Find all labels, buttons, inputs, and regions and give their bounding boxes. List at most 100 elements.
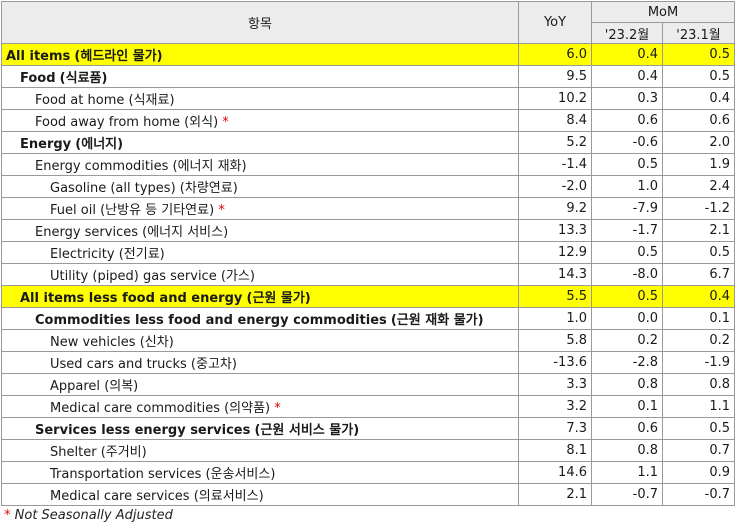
mom-jan-value: 2.1 <box>661 219 735 242</box>
item-cell: Medical care commodities (의약품) * <box>1 395 519 418</box>
yoy-value: -13.6 <box>518 351 592 374</box>
table-row: Medical care services (의료서비스) 2.1 -0.7 -0.7 <box>1 483 735 506</box>
mom-jan-value: 1.1 <box>661 395 735 418</box>
yoy-value: 9.5 <box>518 65 592 88</box>
item-label-kr: (에너지 서비스) <box>142 225 229 240</box>
table-row: Electricity (전기료) 12.9 0.5 0.5 <box>1 241 735 264</box>
item-label: Food <box>20 71 56 86</box>
item-label: Fuel oil <box>50 203 96 218</box>
mom-feb-value: 1.0 <box>591 175 663 198</box>
footnote: * Not Seasonally Adjusted <box>4 508 173 523</box>
table-row: Food away from home (외식) * 8.4 0.6 0.6 <box>1 109 735 132</box>
header-item: 항목 <box>1 1 519 44</box>
table-row: Used cars and trucks (중고차) -13.6 -2.8 -1.9 <box>1 351 735 374</box>
item-label-kr: (에너지 재화) <box>172 159 247 174</box>
item-label-kr: (식재료) <box>128 93 175 108</box>
header-mom-feb: '23.2월 <box>591 22 663 44</box>
yoy-value: 14.3 <box>518 263 592 286</box>
item-label-kr: (근원 재화 물가) <box>390 313 484 328</box>
table-row: Energy (에너지) 5.2 -0.6 2.0 <box>1 131 735 154</box>
item-label-kr: (주거비) <box>100 445 147 460</box>
yoy-value: 7.3 <box>518 417 592 440</box>
mom-jan-value: 0.1 <box>661 307 735 330</box>
header-mom: MoM <box>590 1 735 23</box>
header-mom-jan: '23.1월 <box>661 22 735 44</box>
item-cell: Utility (piped) gas service (가스) <box>1 263 519 286</box>
mom-jan-value: 0.5 <box>661 241 735 264</box>
item-label-kr: (근원 물가) <box>246 291 311 306</box>
item-cell: Energy services (에너지 서비스) <box>1 219 519 242</box>
mom-jan-value: 0.4 <box>661 285 735 308</box>
mom-jan-value: 0.5 <box>661 43 735 66</box>
table-row: Fuel oil (난방유 등 기타연료) * 9.2 -7.9 -1.2 <box>1 197 735 220</box>
item-label-kr: (중고차) <box>190 357 237 372</box>
yoy-value: 3.2 <box>518 395 592 418</box>
item-label-kr: (에너지) <box>75 137 124 152</box>
item-label-kr: (신차) <box>139 335 174 350</box>
mom-jan-value: 6.7 <box>661 263 735 286</box>
yoy-value: 12.9 <box>518 241 592 264</box>
item-cell: Gasoline (all types) (차량연료) <box>1 175 519 198</box>
footnote-star: * <box>4 508 11 523</box>
yoy-value: 14.6 <box>518 461 592 484</box>
item-label-kr: (근원 서비스 물가) <box>254 423 360 438</box>
item-label-kr: (헤드라인 물가) <box>74 49 163 64</box>
mom-feb-value: -7.9 <box>591 197 663 220</box>
item-cell: All items (헤드라인 물가) <box>1 43 519 66</box>
table-row: Gasoline (all types) (차량연료) -2.0 1.0 2.4 <box>1 175 735 198</box>
item-label-kr: (의료서비스) <box>193 489 264 504</box>
item-label-kr: (외식) <box>184 115 219 130</box>
mom-jan-value: 0.5 <box>661 417 735 440</box>
yoy-value: 2.1 <box>518 483 592 506</box>
mom-feb-value: -2.8 <box>591 351 663 374</box>
yoy-value: 13.3 <box>518 219 592 242</box>
item-cell: Energy commodities (에너지 재화) <box>1 153 519 176</box>
mom-feb-value: 0.5 <box>591 153 663 176</box>
mom-feb-value: 0.6 <box>591 109 663 132</box>
yoy-value: 5.5 <box>518 285 592 308</box>
mom-jan-value: 0.4 <box>661 87 735 110</box>
mom-feb-value: 0.8 <box>591 373 663 396</box>
item-cell: Commodities less food and energy commodi… <box>1 307 519 330</box>
item-cell: Food at home (식재료) <box>1 87 519 110</box>
item-cell: Shelter (주거비) <box>1 439 519 462</box>
mom-feb-value: 1.1 <box>591 461 663 484</box>
mom-jan-value: 0.6 <box>661 109 735 132</box>
item-cell: Food away from home (외식) * <box>1 109 519 132</box>
mom-feb-value: 0.4 <box>591 43 663 66</box>
table-row: Services less energy services (근원 서비스 물가… <box>1 417 735 440</box>
yoy-value: -2.0 <box>518 175 592 198</box>
item-cell: Apparel (의복) <box>1 373 519 396</box>
table-row: New vehicles (신차) 5.8 0.2 0.2 <box>1 329 735 352</box>
item-label: Apparel <box>50 379 101 394</box>
item-label: All items <box>6 49 71 64</box>
item-label-kr: (의약품) <box>224 401 271 416</box>
yoy-value: 1.0 <box>518 307 592 330</box>
mom-feb-value: 0.4 <box>591 65 663 88</box>
mom-feb-value: 0.3 <box>591 87 663 110</box>
cpi-table: 항목 YoY MoM '23.2월 '23.1월 All items (헤드라인… <box>1 1 735 506</box>
item-cell: Medical care services (의료서비스) <box>1 483 519 506</box>
mom-feb-value: 0.6 <box>591 417 663 440</box>
item-label: Medical care services <box>50 489 190 504</box>
mom-feb-value: -0.6 <box>591 131 663 154</box>
mom-feb-value: 0.2 <box>591 329 663 352</box>
yoy-value: -1.4 <box>518 153 592 176</box>
mom-jan-value: 0.5 <box>661 65 735 88</box>
item-cell: Transportation services (운송서비스) <box>1 461 519 484</box>
item-cell: New vehicles (신차) <box>1 329 519 352</box>
yoy-value: 9.2 <box>518 197 592 220</box>
table-row: Apparel (의복) 3.3 0.8 0.8 <box>1 373 735 396</box>
mom-jan-value: 1.9 <box>661 153 735 176</box>
table-row: All items less food and energy (근원 물가) 5.… <box>1 285 735 308</box>
item-label-kr: (난방유 등 기타연료) <box>100 203 215 218</box>
table-header: 항목 YoY MoM '23.2월 '23.1월 <box>1 1 735 44</box>
table-row: Energy commodities (에너지 재화) -1.4 0.5 1.9 <box>1 153 735 176</box>
mom-feb-value: 0.8 <box>591 439 663 462</box>
item-label: Electricity <box>50 247 115 262</box>
mom-feb-value: -1.7 <box>591 219 663 242</box>
mom-jan-value: 0.2 <box>661 329 735 352</box>
table-row: Utility (piped) gas service (가스) 14.3 -8.0… <box>1 263 735 286</box>
mom-jan-value: 0.8 <box>661 373 735 396</box>
item-label: Medical care commodities <box>50 401 220 416</box>
